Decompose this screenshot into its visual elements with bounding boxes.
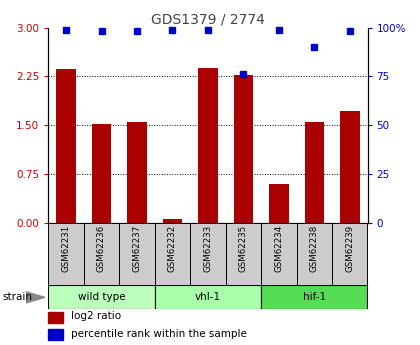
Bar [48, 312, 63, 323]
Text: vhl-1: vhl-1 [195, 292, 221, 302]
Text: wild type: wild type [78, 292, 125, 302]
Text: hif-1: hif-1 [303, 292, 326, 302]
Text: percentile rank within the sample: percentile rank within the sample [71, 329, 247, 338]
Bar [332, 223, 368, 285]
Text: GSM62236: GSM62236 [97, 224, 106, 272]
Bar [127, 122, 147, 223]
Bar [56, 69, 76, 223]
Text: GSM62233: GSM62233 [203, 224, 213, 272]
Bar [297, 223, 332, 285]
Polygon shape [26, 292, 45, 303]
Bar [226, 223, 261, 285]
Bar [84, 223, 119, 285]
Bar [190, 223, 226, 285]
Text: GSM62231: GSM62231 [62, 224, 71, 272]
Bar [234, 75, 253, 223]
Bar [304, 122, 324, 223]
Bar [48, 285, 155, 309]
Text: GSM62234: GSM62234 [274, 224, 284, 272]
Bar [155, 285, 261, 309]
Bar [48, 329, 63, 340]
Text: GSM62237: GSM62237 [132, 224, 142, 272]
Bar [269, 184, 289, 223]
Text: GSM62232: GSM62232 [168, 224, 177, 272]
Bar [340, 111, 360, 223]
Bar [261, 285, 368, 309]
Bar [163, 219, 182, 223]
Bar [48, 223, 84, 285]
Title: GDS1379 / 2774: GDS1379 / 2774 [151, 12, 265, 27]
Bar [155, 223, 190, 285]
Bar [119, 223, 155, 285]
Text: GSM62235: GSM62235 [239, 224, 248, 272]
Bar [92, 124, 111, 223]
Text: GSM62239: GSM62239 [345, 224, 354, 272]
Bar [198, 68, 218, 223]
Text: GSM62238: GSM62238 [310, 224, 319, 272]
Text: log2 ratio: log2 ratio [71, 312, 121, 321]
Text: strain: strain [2, 293, 32, 302]
Bar [261, 223, 297, 285]
